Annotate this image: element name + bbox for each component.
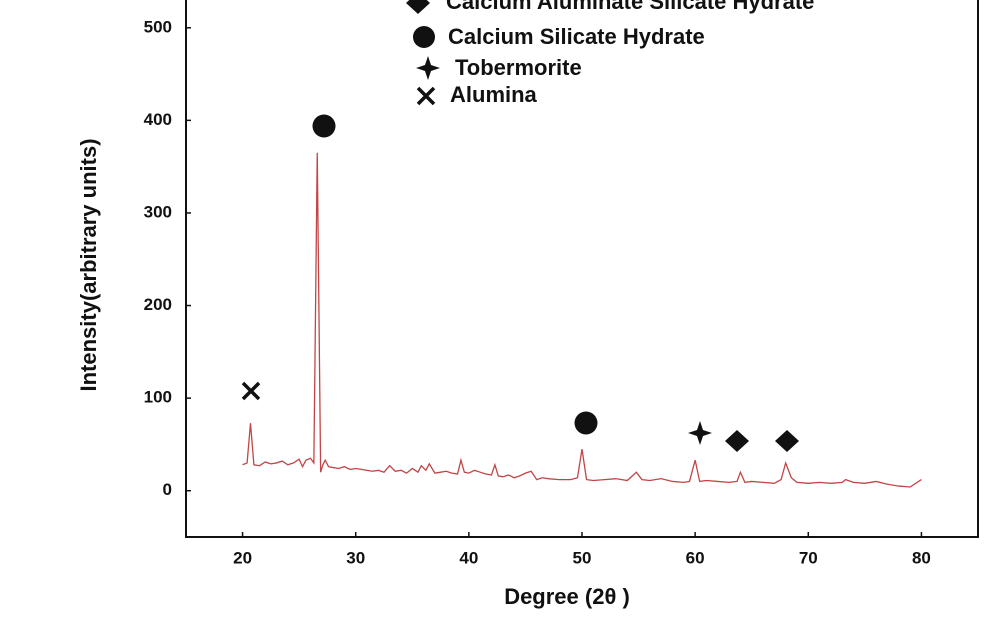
peak-marker-cross [241,381,261,401]
x-tick-label: 60 [686,548,705,567]
peak-marker-circle [574,411,598,435]
x-tick-label: 20 [233,548,252,567]
y-tick-label: 100 [144,388,172,407]
peak-marker-star [688,421,712,445]
peak-marker-diamond [775,430,799,452]
y-tick-label: 300 [144,202,172,221]
y-tick-label: 0 [163,480,172,499]
x-tick-label: 50 [573,548,592,567]
legend-star [416,56,440,80]
legend-label: Alumina [450,82,538,107]
y-axis-label: Intensity(arbitrary units) [76,138,101,391]
data-line [242,152,922,488]
legend-label: Tobermorite [455,55,582,80]
x-axis-label: Degree (2θ ) [504,584,630,609]
peak-marker-circle [312,114,336,138]
y-tick-label: 200 [144,295,172,314]
legend-diamond [406,0,430,14]
peak-marker-diamond [725,430,749,452]
y-tick-label: 500 [144,17,172,36]
y-tick-label: 400 [144,110,172,129]
x-tick-label: 80 [912,548,931,567]
x-tick-label: 40 [459,548,478,567]
legend-cross [416,86,436,106]
legend-label: Calcium Silicate Hydrate [448,24,705,49]
x-tick-label: 30 [346,548,365,567]
legend-circle [413,26,435,48]
plot-frame [185,0,979,538]
x-tick-label: 70 [799,548,818,567]
legend-label: Calcium Aluminate Silicate Hydrate [446,0,814,14]
